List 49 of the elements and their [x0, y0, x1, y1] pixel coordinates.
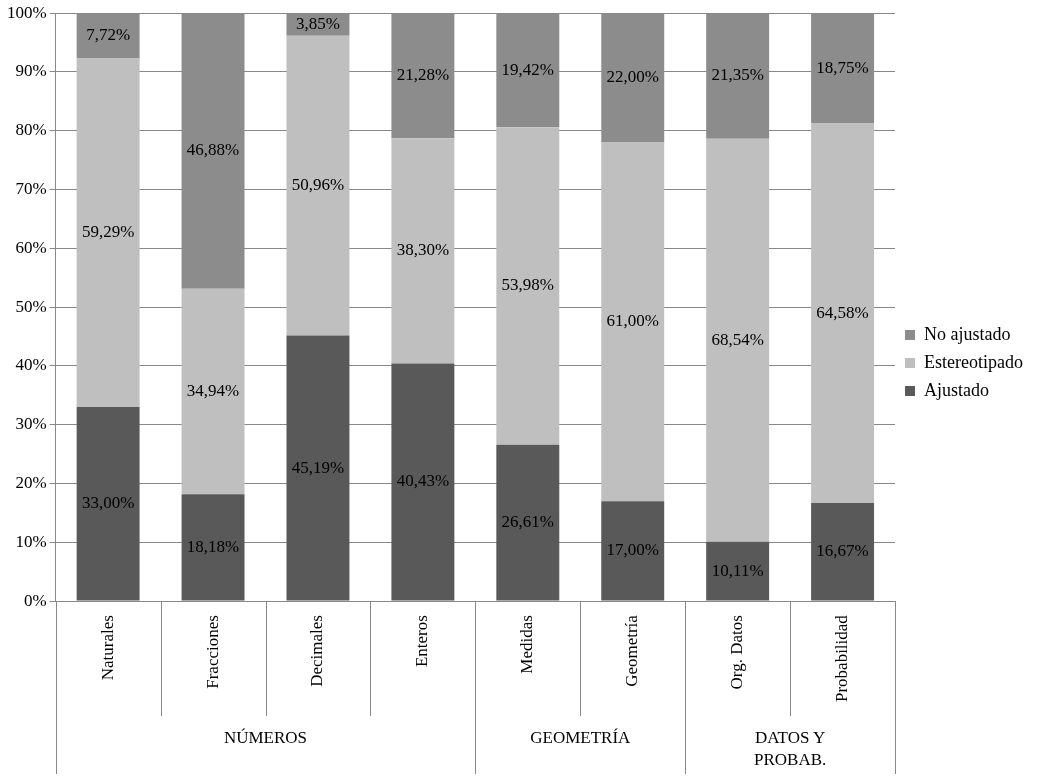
data-label: 68,54%	[711, 329, 764, 349]
y-tick-label: 80%	[15, 120, 47, 140]
x-tick-label: Fracciones	[202, 615, 222, 689]
data-label: 33,00%	[81, 493, 135, 513]
data-label: 22,00%	[606, 67, 659, 87]
data-label: 46,88%	[186, 140, 240, 160]
data-label: 61,00%	[606, 311, 659, 331]
legend-label: Estereotipado	[924, 351, 1023, 372]
data-label: 16,67%	[816, 541, 869, 561]
legend-label: No ajustado	[924, 323, 1011, 344]
text: NÚMEROS	[223, 727, 308, 747]
x-tick-label: Org. Datos	[727, 615, 747, 690]
y-tick-label: 90%	[15, 61, 47, 81]
data-label: 10,11%	[711, 560, 764, 580]
y-tick-label: 30%	[15, 414, 47, 434]
data-label: 38,30%	[396, 240, 450, 260]
y-tick-label: 10%	[15, 531, 47, 551]
data-label: 45,19%	[291, 457, 345, 477]
y-tick-label: 40%	[15, 355, 47, 375]
data-label: 40,43%	[396, 471, 450, 491]
y-tick-label: 50%	[15, 296, 47, 316]
y-tick-label: 100%	[6, 2, 47, 22]
x-tick-label: Decimales	[307, 615, 327, 687]
data-label: 18,18%	[186, 536, 240, 556]
y-tick-label: 20%	[15, 473, 47, 493]
data-label: 26,61%	[501, 512, 555, 532]
text: GEOMETRÍA	[530, 727, 632, 747]
data-label: 18,75%	[816, 57, 869, 77]
x-tick-label: Medidas	[517, 615, 537, 674]
y-tick-label: 0%	[23, 590, 47, 610]
data-label: 64,58%	[816, 302, 869, 322]
x-tick-label: Probabilidad	[832, 614, 852, 703]
data-label: 21,35%	[711, 65, 764, 85]
data-label: 17,00%	[606, 540, 659, 560]
legend-label: Ajustado	[924, 379, 990, 400]
data-label: 3,85%	[296, 13, 340, 33]
text: DATOS Y PROBAB.	[753, 727, 827, 769]
data-label: 50,96%	[291, 175, 345, 195]
data-label: 34,94%	[186, 381, 240, 400]
y-tick-label: 70%	[15, 179, 47, 199]
data-label: 21,28%	[396, 65, 450, 85]
x-tick-label: Naturales	[97, 615, 117, 681]
data-label: 53,98%	[501, 275, 555, 295]
data-label: 59,29%	[81, 222, 135, 242]
data-label: 19,42%	[501, 59, 555, 79]
data-label: 7,72%	[86, 25, 131, 45]
x-tick-label: Geometría	[622, 614, 642, 687]
x-tick-label: Enteros	[412, 615, 432, 668]
y-tick-label: 60%	[15, 237, 47, 257]
